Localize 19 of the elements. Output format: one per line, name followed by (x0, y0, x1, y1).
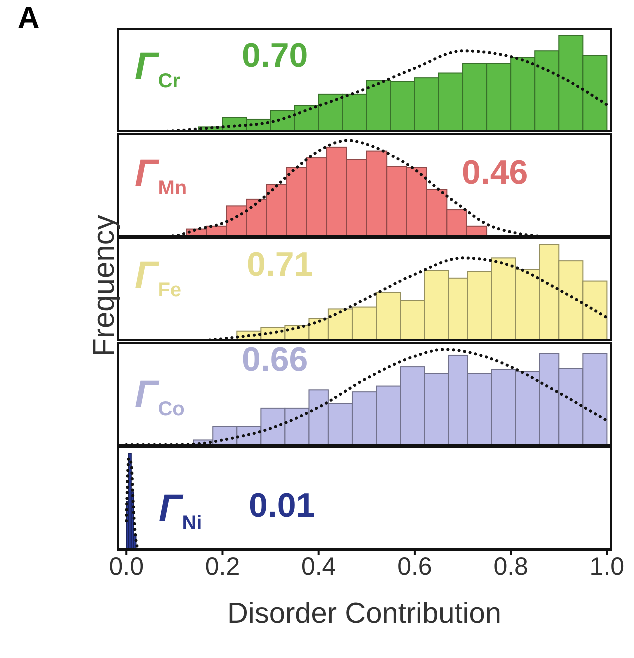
annotation: 0.71 (247, 246, 314, 284)
annotation: 0.46 (462, 154, 528, 192)
annotation: 0.66 (242, 340, 308, 379)
annotation: 0.70 (242, 37, 308, 76)
annotation: Γ$_{Fe}$ (135, 255, 182, 302)
x-tick-label: 0.0 (109, 552, 144, 581)
x-tick-label: 0.6 (398, 552, 432, 581)
annotation: Γ$_{Mn}$ (135, 152, 188, 200)
y-axis-title: Frequency (88, 214, 122, 359)
x-tick-label: 0.4 (301, 552, 336, 581)
annotation: Γ$_{Co}$ (135, 374, 185, 420)
x-tick-label: 1.0 (590, 552, 625, 581)
annotation: Γ$_{Cr}$ (135, 46, 180, 93)
x-axis-title: Disorder Contribution (226, 598, 502, 631)
annotation: 0.01 (249, 487, 316, 526)
x-tick-label: 0.8 (494, 552, 528, 581)
chart-title: A (18, 2, 40, 36)
x-tick-label: 0.2 (205, 552, 240, 581)
annotation: Γ$_{Ni}$ (159, 488, 202, 535)
